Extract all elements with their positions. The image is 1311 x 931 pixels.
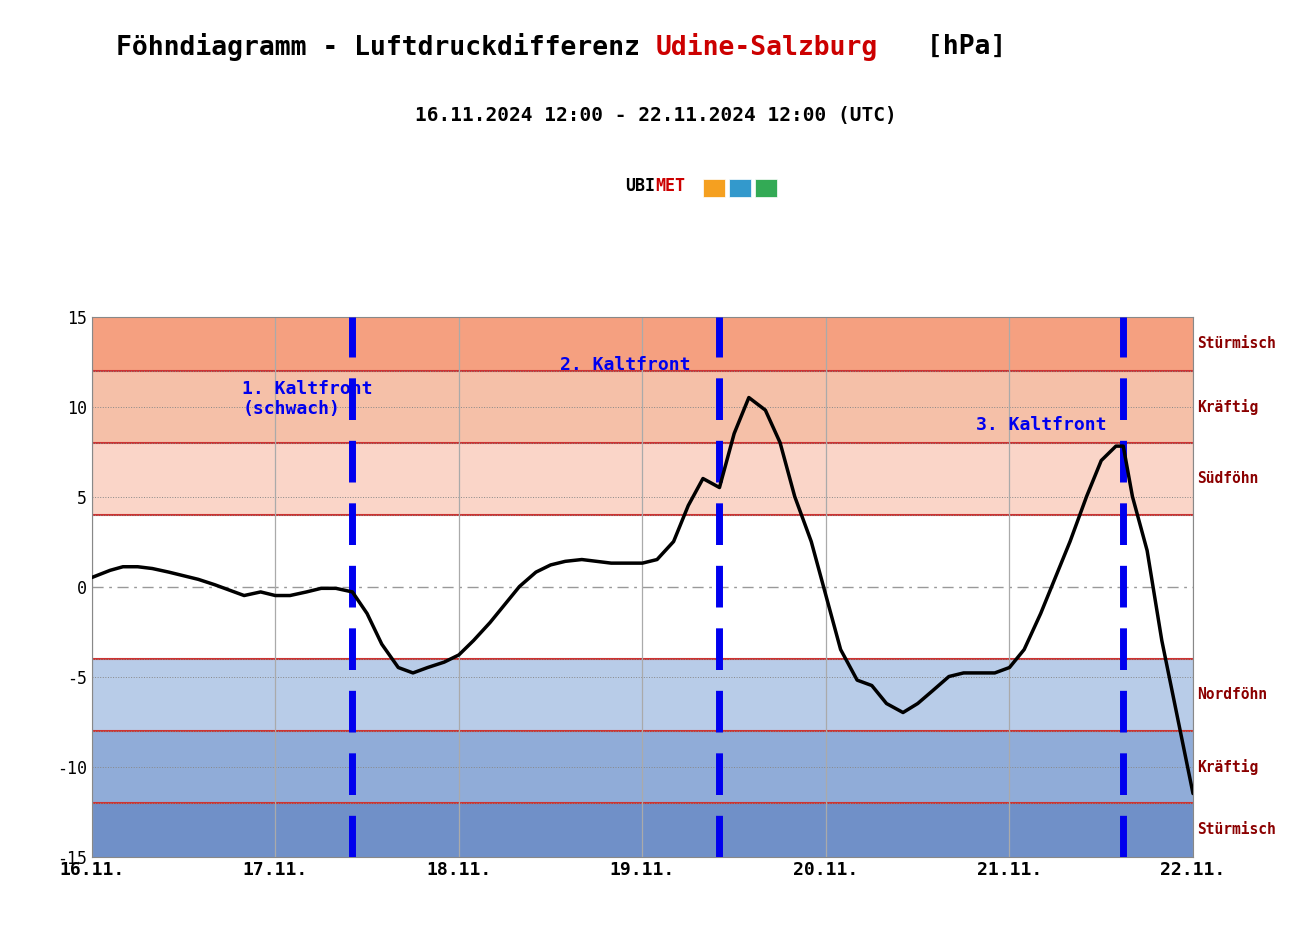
Text: MET: MET xyxy=(656,177,686,196)
Bar xyxy=(92,515,1193,658)
Text: Südföhn: Südföhn xyxy=(1197,471,1259,486)
Bar xyxy=(92,317,1193,371)
Text: UBI: UBI xyxy=(625,177,656,196)
Text: 2. Kaltfront: 2. Kaltfront xyxy=(560,357,691,374)
Text: Föhndiagramm - Luftdruckdifferenz: Föhndiagramm - Luftdruckdifferenz xyxy=(115,33,656,61)
Text: [hPa]: [hPa] xyxy=(911,34,1007,60)
Text: Stürmisch: Stürmisch xyxy=(1197,822,1276,837)
Bar xyxy=(755,179,777,197)
Text: 16.11.2024 12:00 - 22.11.2024 12:00 (UTC): 16.11.2024 12:00 - 22.11.2024 12:00 (UTC… xyxy=(414,106,897,125)
Bar xyxy=(729,179,751,197)
Bar xyxy=(92,803,1193,857)
Bar xyxy=(703,179,725,197)
Text: Kräftig: Kräftig xyxy=(1197,759,1259,775)
Bar xyxy=(92,731,1193,803)
Bar xyxy=(92,371,1193,442)
Text: 3. Kaltfront: 3. Kaltfront xyxy=(977,415,1106,434)
Bar xyxy=(92,442,1193,515)
Text: Udine-Salzburg: Udine-Salzburg xyxy=(656,33,878,61)
Text: 1. Kaltfront
(schwach): 1. Kaltfront (schwach) xyxy=(243,380,372,418)
Text: Udine-Salzburg [hPa]: Udine-Salzburg [hPa] xyxy=(656,33,973,61)
Text: Nordföhn: Nordföhn xyxy=(1197,687,1266,702)
Text: Stürmisch: Stürmisch xyxy=(1197,336,1276,351)
Bar xyxy=(92,658,1193,731)
Text: Kräftig: Kräftig xyxy=(1197,398,1259,414)
